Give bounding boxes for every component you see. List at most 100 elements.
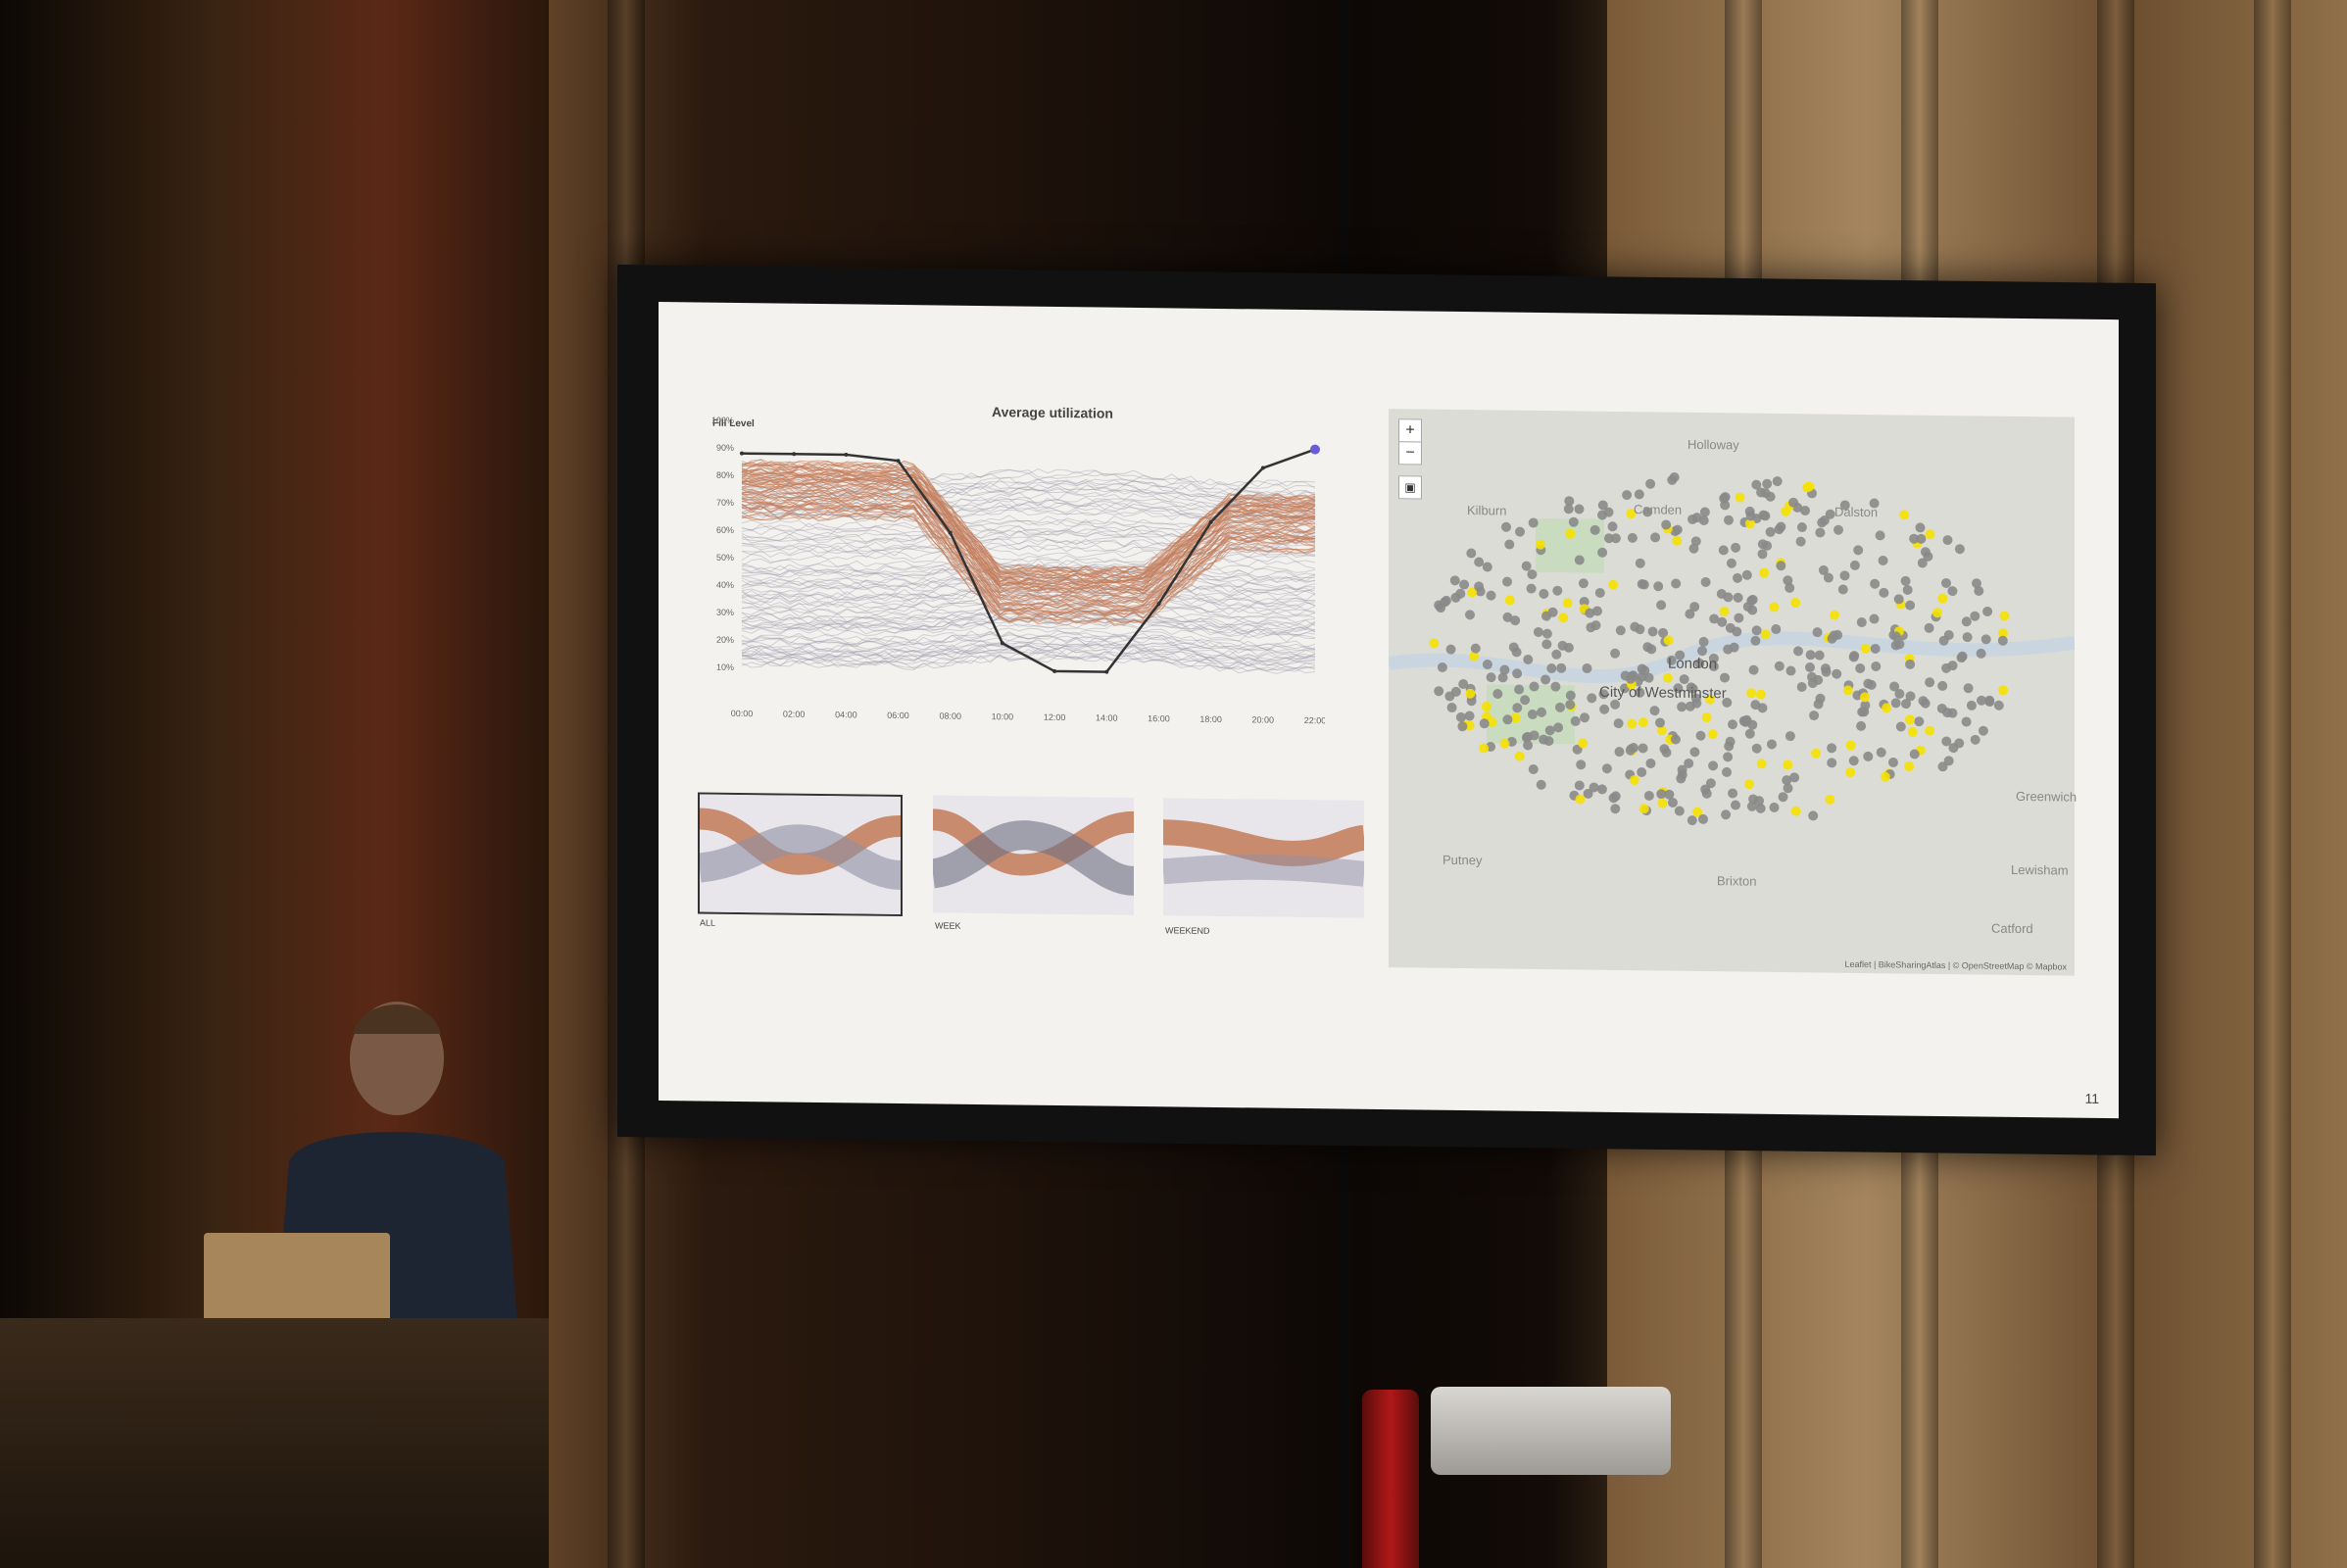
station-dot xyxy=(1547,607,1558,617)
station-dot xyxy=(1583,788,1593,799)
station-dot xyxy=(1691,513,1702,523)
y-tick-label: 80% xyxy=(716,470,734,480)
bundle-line xyxy=(741,503,1316,616)
station-dot-highlight xyxy=(1755,689,1766,700)
station-dot xyxy=(1585,608,1595,618)
laptop xyxy=(204,1233,390,1323)
station-dot xyxy=(1523,654,1534,664)
station-dot-highlight xyxy=(1905,714,1915,725)
station-dot xyxy=(1510,615,1521,626)
x-tick-label: 14:00 xyxy=(1096,712,1118,722)
station-dot xyxy=(1661,519,1672,530)
bundle-line xyxy=(741,615,1316,636)
station-dot xyxy=(1716,589,1727,600)
station-dot xyxy=(1552,585,1563,596)
station-dot xyxy=(1597,547,1608,558)
station-dot-highlight xyxy=(1672,535,1683,546)
station-dot xyxy=(1878,555,1888,565)
bundle-line xyxy=(741,485,1316,506)
station-dot xyxy=(1589,782,1599,793)
station-dot xyxy=(1458,679,1469,690)
station-dot xyxy=(1894,639,1905,650)
station-dot-highlight xyxy=(1860,692,1870,703)
station-dot xyxy=(1587,693,1597,704)
station-dot xyxy=(1708,661,1719,671)
station-dot-highlight xyxy=(1925,725,1935,736)
station-dot xyxy=(1582,662,1592,673)
station-dot xyxy=(1893,594,1904,605)
station-dot xyxy=(1466,548,1477,559)
station-dot xyxy=(1598,689,1609,700)
station-dot xyxy=(1579,596,1589,607)
station-dot-highlight xyxy=(1804,481,1815,492)
station-dot xyxy=(1594,587,1605,598)
bundle-line xyxy=(741,505,1316,620)
station-dot xyxy=(1622,490,1633,501)
station-dot-highlight xyxy=(1575,794,1586,805)
station-dot-highlight xyxy=(1842,685,1853,696)
station-dot xyxy=(1741,569,1752,580)
station-dot xyxy=(1974,585,1984,596)
station-dot xyxy=(1515,526,1525,537)
station-dot-highlight xyxy=(1464,720,1475,731)
station-dot xyxy=(1757,549,1768,560)
london-station-map[interactable]: + − ▣ Holloway Kilburn Camden Dalston Lo… xyxy=(1387,409,2077,976)
station-dot-highlight xyxy=(1830,610,1839,620)
bundle-line xyxy=(741,631,1316,652)
layers-icon[interactable]: ▣ xyxy=(1398,475,1422,500)
station-dot xyxy=(1905,691,1916,702)
y-axis-ticks: 100% 90% 80% 70% 60% 50% 40% 30% 20% 10% xyxy=(711,416,734,672)
station-dot xyxy=(1771,624,1782,635)
station-dot xyxy=(1466,696,1477,707)
station-dot xyxy=(1820,663,1831,674)
data-point xyxy=(1208,519,1213,524)
station-dot-highlight xyxy=(1746,688,1757,699)
station-dot xyxy=(1767,739,1777,750)
station-dot xyxy=(1800,505,1810,515)
station-dot xyxy=(1961,716,1972,727)
station-dot xyxy=(1914,716,1925,727)
station-dot xyxy=(1961,616,1972,627)
station-dot xyxy=(1630,621,1640,632)
station-dot xyxy=(1502,714,1513,725)
place-label: Catford xyxy=(1991,920,2033,937)
station-dot xyxy=(1445,644,1456,655)
station-dot-highlight xyxy=(1904,760,1915,771)
mini-chart-all[interactable] xyxy=(697,792,903,917)
station-dot xyxy=(1645,478,1656,489)
y-tick-label: 90% xyxy=(716,443,734,453)
x-tick-label: 04:00 xyxy=(835,710,857,719)
highlight-series xyxy=(740,444,1320,674)
bundle-line xyxy=(741,537,1316,559)
bundle-line xyxy=(741,648,1316,667)
station-dot xyxy=(1502,612,1513,622)
zoom-out-button[interactable]: − xyxy=(1398,441,1422,466)
station-dot xyxy=(1849,560,1860,570)
station-dot xyxy=(1528,764,1539,775)
station-dot xyxy=(1748,664,1759,675)
station-dot xyxy=(1664,789,1675,800)
station-dot xyxy=(1793,646,1803,657)
station-dot xyxy=(1751,479,1762,490)
station-dot-highlight xyxy=(1656,725,1667,736)
station-dot-highlight xyxy=(1627,718,1638,729)
bundle-line xyxy=(741,623,1316,643)
station-dot xyxy=(1563,504,1574,514)
station-dot-highlight xyxy=(1759,567,1770,578)
station-dot xyxy=(1533,626,1543,637)
bundle-line xyxy=(741,651,1316,669)
station-dot-highlight xyxy=(1999,611,2010,621)
zoom-in-button[interactable]: + xyxy=(1398,418,1422,443)
bundle-line xyxy=(741,617,1316,638)
station-dot xyxy=(1614,747,1625,758)
mini-chart-weekend[interactable] xyxy=(1161,798,1367,918)
place-label: City of Westminster xyxy=(1599,683,1727,703)
place-label: Putney xyxy=(1442,852,1483,868)
station-dot xyxy=(1754,796,1764,807)
station-dot xyxy=(1528,517,1539,528)
mini-chart-week[interactable] xyxy=(930,795,1136,915)
station-dot xyxy=(1709,613,1720,624)
station-dot xyxy=(1747,594,1758,605)
station-dot xyxy=(1689,747,1700,758)
station-dot xyxy=(1807,671,1817,682)
